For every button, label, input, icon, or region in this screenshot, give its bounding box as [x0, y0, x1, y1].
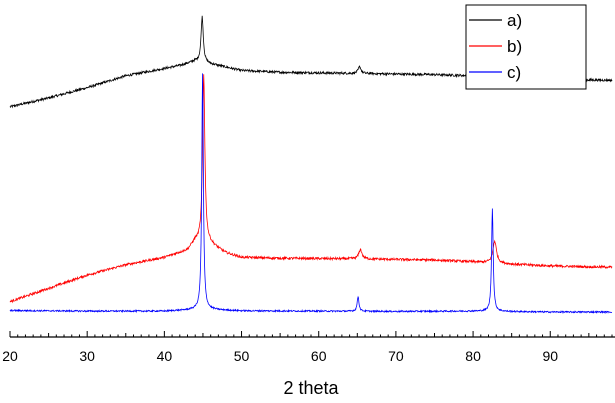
x-tick-label: 90	[542, 348, 558, 364]
series-line-3	[9, 73, 613, 315]
x-tick-label: 40	[157, 348, 173, 364]
x-tick-label: 50	[234, 348, 250, 364]
x-tick-label: 80	[465, 348, 481, 364]
x-tick-label: 20	[2, 348, 18, 364]
x-ticks: 20 30 40 50 60 70 80 90	[2, 331, 613, 364]
legend-label-2: b)	[507, 37, 522, 56]
legend: a) b) c)	[465, 4, 587, 90]
legend-label-1: a)	[507, 11, 522, 30]
series-line-2	[9, 74, 613, 304]
x-tick-label: 30	[79, 348, 95, 364]
x-tick-label: 70	[388, 348, 404, 364]
x-tick-label: 60	[311, 348, 327, 364]
legend-label-3: c)	[507, 63, 521, 82]
x-axis-title: 2 theta	[283, 378, 339, 398]
legend-box	[465, 4, 587, 90]
